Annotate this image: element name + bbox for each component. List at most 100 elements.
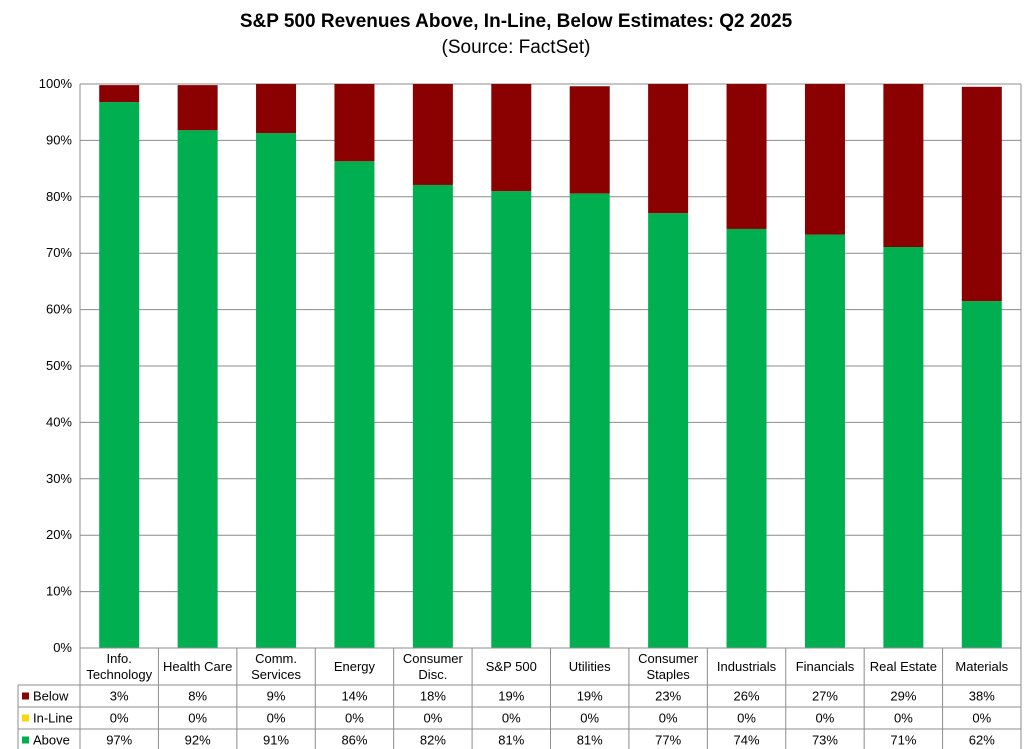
data-label: 0% — [737, 711, 756, 726]
bar-above — [412, 184, 453, 648]
bar-above — [334, 161, 375, 648]
data-label: 77% — [655, 733, 681, 748]
bar-above — [569, 193, 610, 648]
category-label: Consumer — [638, 651, 699, 666]
bars — [99, 84, 1002, 649]
bar-above — [256, 133, 297, 648]
y-tick-label: 80% — [46, 189, 72, 204]
legend-key-below — [22, 692, 29, 700]
category-label: Utilities — [569, 659, 611, 674]
bar-below — [177, 85, 218, 131]
chart-title: S&P 500 Revenues Above, In-Line, Below E… — [240, 11, 793, 32]
data-label: 0% — [267, 711, 286, 726]
y-tick-label: 40% — [46, 414, 72, 429]
bar-below — [334, 84, 375, 162]
legend-label: In-Line — [33, 711, 73, 726]
data-label: 81% — [498, 733, 524, 748]
data-table: Info.Technology Health Care Comm.Services E… — [17, 84, 1022, 749]
chart-subtitle: (Source: FactSet) — [442, 37, 591, 58]
y-tick-label: 100% — [39, 76, 73, 91]
y-tick-label: 60% — [46, 302, 72, 317]
bar-below — [491, 84, 532, 192]
category-label: Comm. — [255, 651, 297, 666]
data-label: 18% — [420, 689, 446, 704]
category-label: Services — [251, 667, 301, 682]
bar-above — [491, 191, 532, 648]
data-label: 81% — [577, 733, 603, 748]
data-label: 0% — [345, 711, 364, 726]
data-label: 27% — [812, 689, 838, 704]
data-label: 82% — [420, 733, 446, 748]
category-label: Info. — [107, 651, 132, 666]
legend-key-above — [22, 736, 29, 744]
category-label: Industrials — [717, 659, 777, 674]
bar-below — [569, 86, 610, 194]
y-tick-label: 10% — [46, 584, 72, 599]
data-label: 19% — [577, 689, 603, 704]
category-label: Materials — [955, 659, 1008, 674]
y-tick-label: 20% — [46, 527, 72, 542]
y-tick-label: 70% — [46, 245, 72, 260]
y-tick-label: 30% — [46, 471, 72, 486]
data-label: 92% — [185, 733, 211, 748]
data-label: 0% — [659, 711, 678, 726]
gridlines — [80, 83, 1022, 649]
bar-above — [648, 213, 689, 648]
category-label: Technology — [86, 667, 152, 682]
data-label: 0% — [580, 711, 599, 726]
bar-below — [961, 86, 1002, 302]
data-label: 73% — [812, 733, 838, 748]
y-tick-label: 90% — [46, 132, 72, 147]
data-label: 3% — [110, 689, 129, 704]
category-label: S&P 500 — [486, 659, 537, 674]
data-label: 29% — [890, 689, 916, 704]
y-tick-label: 0% — [53, 640, 72, 655]
data-label: 62% — [969, 733, 995, 748]
data-label: 9% — [267, 689, 286, 704]
bar-below — [648, 84, 689, 214]
data-label: 0% — [188, 711, 207, 726]
category-label: Energy — [334, 659, 376, 674]
bar-below — [256, 84, 297, 134]
data-label: 0% — [972, 711, 991, 726]
category-label: Staples — [646, 667, 690, 682]
data-label: 74% — [734, 733, 760, 748]
bar-below — [804, 84, 845, 235]
legend-label: Below — [33, 689, 69, 704]
bar-below — [883, 84, 924, 247]
legend-label: Above — [33, 733, 70, 748]
bar-above — [961, 301, 1002, 648]
data-label: 97% — [106, 733, 132, 748]
bar-above — [726, 228, 767, 648]
category-label: Disc. — [418, 667, 447, 682]
y-tick-label: 50% — [46, 358, 72, 373]
data-label: 91% — [263, 733, 289, 748]
data-label: 8% — [188, 689, 207, 704]
category-label: Health Care — [163, 659, 232, 674]
data-label: 38% — [969, 689, 995, 704]
category-label: Financials — [796, 659, 855, 674]
bar-below — [726, 84, 767, 229]
data-label: 0% — [894, 711, 913, 726]
bar-above — [177, 130, 218, 649]
data-label: 14% — [341, 689, 367, 704]
data-label: 23% — [655, 689, 681, 704]
data-label: 19% — [498, 689, 524, 704]
bar-below — [412, 84, 453, 185]
data-label: 71% — [890, 733, 916, 748]
category-label: Consumer — [403, 651, 464, 666]
y-axis: 0% 10% 20% 30% 40% 50% 60% 70% 80% 90% 100% — [39, 76, 73, 655]
data-label: 0% — [502, 711, 521, 726]
bar-above — [883, 246, 924, 648]
bar-below — [99, 85, 140, 103]
data-label: 86% — [341, 733, 367, 748]
data-label: 0% — [110, 711, 129, 726]
bar-above — [99, 102, 140, 649]
data-label: 26% — [734, 689, 760, 704]
data-label: 0% — [816, 711, 835, 726]
bar-above — [804, 234, 845, 648]
data-label: 0% — [423, 711, 442, 726]
category-label: Real Estate — [870, 659, 937, 674]
legend-key-in-line — [22, 714, 29, 722]
